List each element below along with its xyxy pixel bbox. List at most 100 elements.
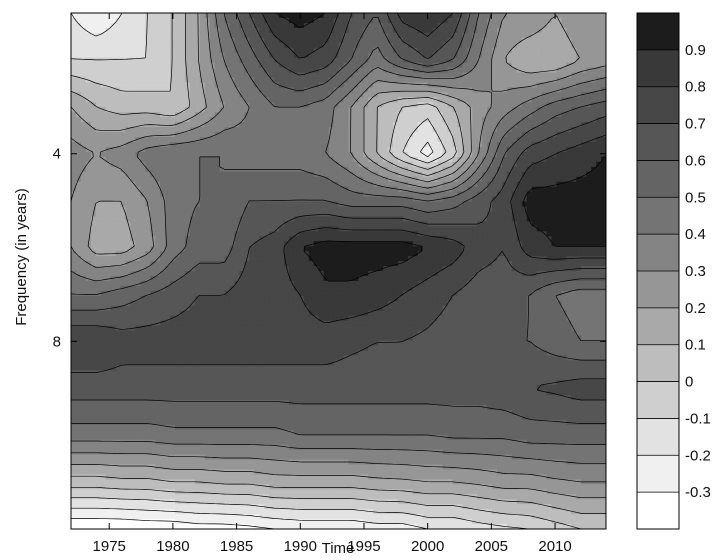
- contour-cell: [219, 112, 226, 118]
- contour-cell: [298, 82, 305, 89]
- contour-cell: [160, 236, 166, 242]
- contour-cell: [358, 112, 364, 118]
- contour-cell: [288, 17, 295, 24]
- contour-cell: [155, 17, 161, 24]
- contour-cell: [175, 77, 181, 84]
- contour-cell: [571, 67, 577, 74]
- contour-cell: [170, 52, 176, 59]
- contour-cell: [407, 13, 414, 19]
- contour-cell: [145, 231, 151, 237]
- contour-cell: [90, 176, 97, 183]
- contour-cell: [432, 132, 439, 138]
- contour-cell: [279, 142, 285, 148]
- contour-cell: [209, 77, 216, 84]
- contour-cell: [511, 107, 518, 113]
- contour-cell: [170, 77, 176, 84]
- contour-cell: [417, 112, 424, 118]
- contour-cell: [467, 62, 473, 69]
- contour-cell: [204, 166, 211, 173]
- contour-cell: [130, 191, 136, 198]
- contour-cell: [244, 57, 250, 64]
- contour-cell: [184, 27, 191, 34]
- contour-cell: [571, 151, 577, 158]
- contour-cell: [368, 72, 374, 79]
- contour-cell: [259, 176, 265, 183]
- contour-cell: [551, 236, 558, 242]
- contour-cell: [120, 117, 127, 123]
- contour-cell: [80, 87, 87, 93]
- contour-cell: [130, 47, 136, 54]
- contour-cell: [338, 171, 345, 178]
- contour-cell: [184, 52, 191, 59]
- contour-cell: [492, 156, 498, 163]
- contour-cell: [561, 166, 567, 173]
- contour-cell: [229, 52, 236, 59]
- contour-cell: [462, 171, 468, 178]
- contour-cell: [477, 211, 483, 218]
- contour-cell: [338, 236, 345, 242]
- contour-cell: [115, 171, 122, 178]
- contour-cell: [125, 216, 132, 222]
- contour-cell: [184, 236, 191, 242]
- contour-cell: [120, 97, 127, 103]
- contour-cell: [422, 13, 429, 19]
- contour-cell: [516, 146, 523, 153]
- contour-cell: [269, 47, 275, 54]
- contour-cell: [402, 196, 409, 203]
- contour-cell: [219, 186, 226, 193]
- contour-cell: [318, 87, 325, 93]
- contour-cell: [184, 176, 191, 183]
- contour-cell: [254, 67, 260, 74]
- contour-cell: [407, 186, 414, 193]
- contour-cell: [224, 97, 231, 103]
- contour-cell: [189, 67, 196, 74]
- contour-cell: [323, 27, 330, 34]
- contour-cell: [175, 151, 181, 158]
- contour-cell: [71, 47, 77, 54]
- contour-cell: [224, 67, 231, 74]
- contour-cell: [407, 17, 414, 24]
- contour-cell: [140, 102, 146, 108]
- contour-cell: [576, 62, 582, 69]
- contour-cell: [571, 236, 577, 242]
- contour-cell: [303, 32, 310, 39]
- contour-cell: [477, 146, 483, 153]
- contour-cell: [298, 236, 305, 242]
- contour-cell: [175, 221, 181, 227]
- contour-cell: [388, 221, 394, 227]
- contour-cell: [348, 201, 354, 208]
- contour-cell: [338, 62, 345, 69]
- contour-cell: [546, 87, 553, 93]
- contour-cell: [150, 72, 156, 79]
- contour-cell: [536, 196, 543, 203]
- contour-cell: [546, 112, 553, 118]
- contour-cell: [516, 77, 523, 84]
- contour-cell: [373, 47, 379, 54]
- contour-cell: [586, 196, 592, 203]
- contour-cell: [338, 32, 345, 39]
- contour-cell: [467, 161, 473, 168]
- contour-cell: [160, 77, 166, 84]
- contour-cell: [175, 236, 181, 242]
- contour-cell: [189, 137, 196, 143]
- contour-cell: [189, 241, 196, 247]
- contour-cell: [373, 107, 379, 113]
- contour-cell: [521, 117, 528, 123]
- contour-cell: [541, 57, 548, 64]
- contour-cell: [541, 62, 548, 69]
- contour-cell: [511, 132, 518, 138]
- contour-cell: [452, 127, 458, 133]
- contour-cell: [105, 221, 112, 227]
- contour-cell: [209, 171, 216, 178]
- contour-cell: [412, 32, 419, 39]
- contour-cell: [308, 92, 315, 98]
- contour-cell: [536, 13, 543, 19]
- contour-cell: [333, 47, 340, 54]
- contour-cell: [194, 17, 201, 24]
- contour-cell: [239, 151, 245, 158]
- contour-cell: [264, 161, 270, 168]
- contour-cell: [110, 127, 117, 133]
- contour-cell: [581, 117, 587, 123]
- contour-cell: [368, 102, 374, 108]
- contour-cell: [373, 87, 379, 93]
